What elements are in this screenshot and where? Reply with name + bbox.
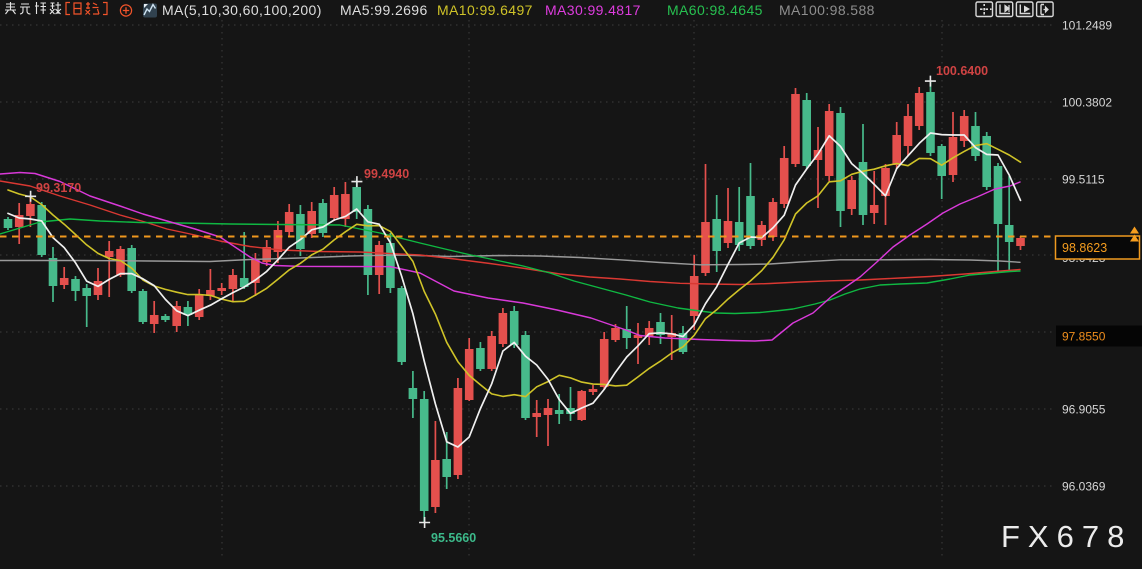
svg-text:FX678: FX678 (1001, 519, 1132, 554)
svg-text:MA5:99.2696: MA5:99.2696 (340, 2, 428, 18)
svg-text:99.3170: 99.3170 (36, 181, 81, 195)
svg-text:98.8623: 98.8623 (1062, 241, 1107, 255)
svg-text:99.4940: 99.4940 (364, 167, 409, 181)
svg-text:101.2489: 101.2489 (1062, 18, 1112, 32)
svg-text:MA(5,10,30,60,100,200): MA(5,10,30,60,100,200) (162, 2, 322, 18)
svg-text:100.6400: 100.6400 (936, 64, 988, 78)
svg-text:96.9055: 96.9055 (1062, 402, 1106, 416)
svg-text:95.5660: 95.5660 (431, 531, 476, 545)
svg-text:96.0369: 96.0369 (1062, 479, 1106, 493)
svg-text:MA30:99.4817: MA30:99.4817 (545, 2, 641, 18)
svg-text:99.5115: 99.5115 (1062, 172, 1105, 186)
svg-text:100.3802: 100.3802 (1062, 95, 1112, 109)
svg-text:97.8550: 97.8550 (1062, 330, 1106, 344)
svg-text:MA10:99.6497: MA10:99.6497 (437, 2, 533, 18)
svg-text:MA60:98.4645: MA60:98.4645 (667, 2, 763, 18)
svg-text:MA100:98.588: MA100:98.588 (779, 2, 875, 18)
